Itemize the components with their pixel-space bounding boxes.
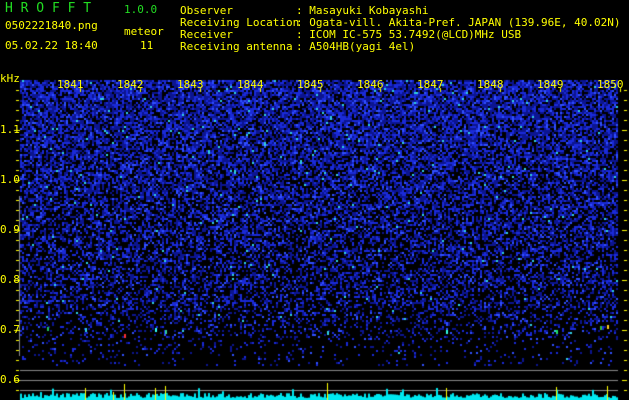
file-datetime: 05.02.22 18:40 — [5, 39, 98, 52]
freq-label: 0.9 — [0, 223, 20, 236]
freq-label: 1.1 — [0, 123, 20, 136]
info-antenna-value: : A504HB(yagi 4el) — [296, 40, 416, 53]
meteor-label: meteor — [124, 25, 164, 38]
app-version: 1.0.0 — [124, 3, 158, 16]
time-label: 1850 — [597, 78, 624, 91]
time-label: 1849 — [537, 78, 564, 91]
axis-unit: kHz — [0, 72, 20, 85]
time-label: 1846 — [357, 78, 384, 91]
info-receiver-value: : ICOM IC-575 53.7492(@LCD)MHz USB — [296, 28, 522, 41]
info-observer-value: : Masayuki Kobayashi — [296, 4, 429, 17]
freq-label: 0.7 — [0, 323, 20, 336]
time-label: 1848 — [477, 78, 504, 91]
time-label: 1842 — [117, 78, 144, 91]
time-label: 1841 — [57, 78, 84, 91]
info-location-value: : Ogata-vill. Akita-Pref. JAPAN (139.96E… — [296, 16, 621, 29]
time-label: 1844 — [237, 78, 264, 91]
info-observer: Observer — [180, 4, 233, 17]
freq-label: 1.0 — [0, 173, 20, 186]
info-antenna: Receiving antenna — [180, 40, 293, 53]
time-label: 1847 — [417, 78, 444, 91]
info-location: Receiving Location — [180, 16, 300, 29]
freq-label: 0.8 — [0, 273, 20, 286]
freq-label: 0.6 — [0, 373, 20, 386]
time-label: 1843 — [177, 78, 204, 91]
meteor-count: 11 — [140, 39, 154, 52]
app-title: H R O F F T — [5, 1, 92, 16]
time-label: 1845 — [297, 78, 324, 91]
file-name: 0502221840.png — [5, 19, 98, 32]
info-receiver: Receiver — [180, 28, 233, 41]
